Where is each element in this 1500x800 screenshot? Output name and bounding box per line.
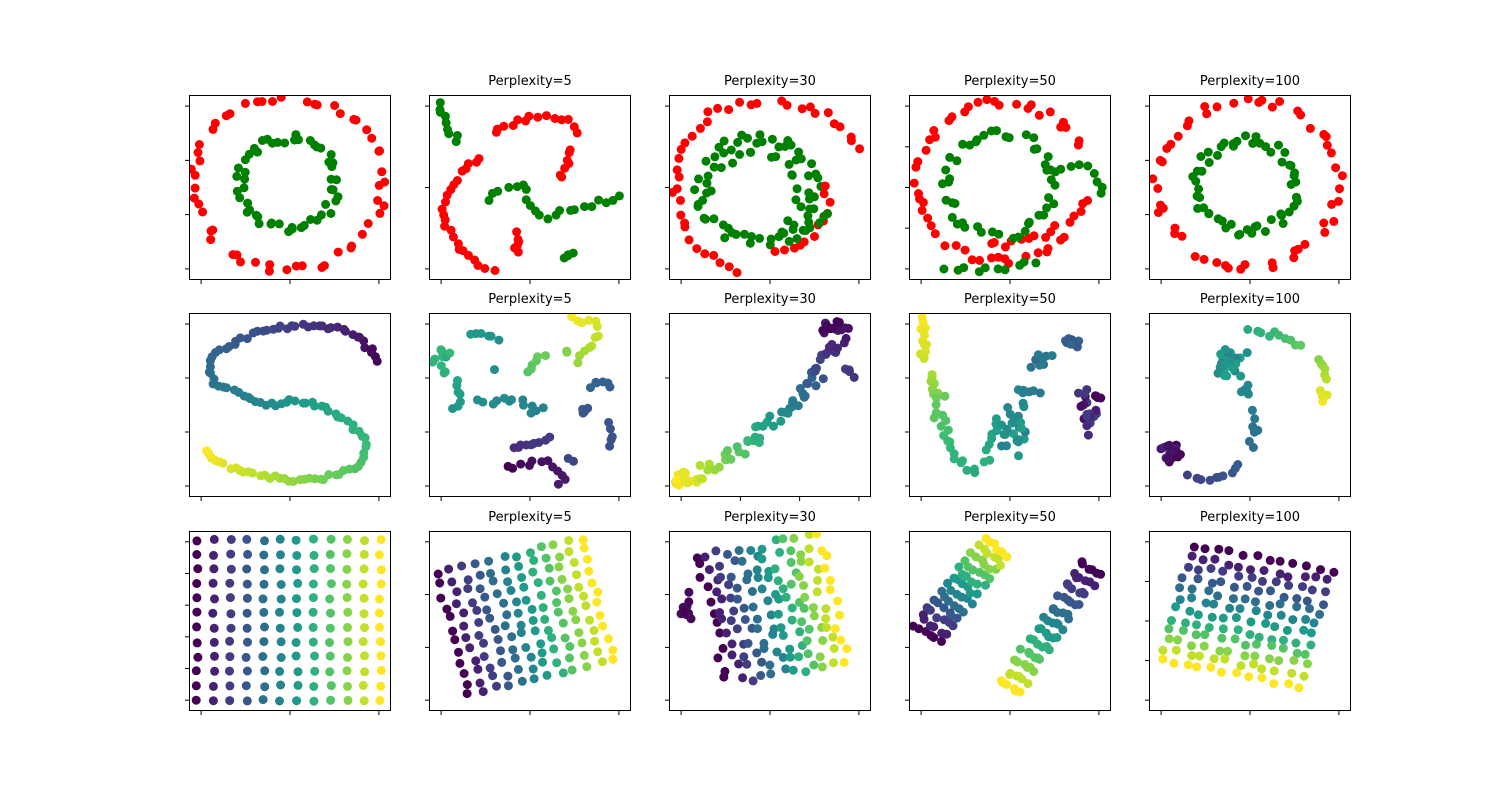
subplot-title: Perplexity=50 xyxy=(964,510,1056,525)
subplot-title: Perplexity=5 xyxy=(488,510,572,525)
subplot-r2c5: Perplexity=100 xyxy=(1143,289,1357,505)
subplot-r3c4: Perplexity=50 xyxy=(903,507,1117,719)
scatter-canvas xyxy=(905,313,1111,501)
subplot-r1c1 xyxy=(183,71,397,288)
subplot-title: Perplexity=30 xyxy=(724,74,816,89)
subplot-r1c2: Perplexity=5 xyxy=(423,71,637,288)
subplot-title xyxy=(189,507,391,531)
scatter-canvas xyxy=(185,531,391,715)
subplot-title: Perplexity=50 xyxy=(964,74,1056,89)
subplot-title: Perplexity=5 xyxy=(488,292,572,307)
subplot-r3c2: Perplexity=5 xyxy=(423,507,637,719)
subplot-r3c5: Perplexity=100 xyxy=(1143,507,1357,719)
subplot-r1c4: Perplexity=50 xyxy=(903,71,1117,288)
scatter-canvas xyxy=(665,313,871,501)
scatter-canvas xyxy=(425,313,631,501)
subplot-r1c5: Perplexity=100 xyxy=(1143,71,1357,288)
scatter-canvas xyxy=(185,313,391,501)
scatter-canvas xyxy=(1145,313,1351,501)
subplot-title: Perplexity=100 xyxy=(1199,510,1301,525)
subplot-r2c2: Perplexity=5 xyxy=(423,289,637,505)
scatter-canvas xyxy=(185,95,391,284)
scatter-canvas xyxy=(425,95,631,284)
subplot-title xyxy=(189,289,391,313)
scatter-canvas xyxy=(1145,95,1351,284)
subplot-title: Perplexity=100 xyxy=(1199,74,1301,89)
subplot-r2c4: Perplexity=50 xyxy=(903,289,1117,505)
scatter-canvas xyxy=(905,531,1111,715)
scatter-canvas xyxy=(1145,531,1351,715)
subplot-r2c1 xyxy=(183,289,397,505)
scatter-canvas xyxy=(665,95,871,284)
scatter-canvas xyxy=(425,531,631,715)
subplot-r1c3: Perplexity=30 xyxy=(663,71,877,288)
subplot-title: Perplexity=30 xyxy=(724,510,816,525)
subplot-r2c3: Perplexity=30 xyxy=(663,289,877,505)
subplot-title xyxy=(189,71,391,95)
subplot-title: Perplexity=30 xyxy=(724,292,816,307)
scatter-canvas xyxy=(665,531,871,715)
subplot-r3c1 xyxy=(183,507,397,719)
subplot-r3c3: Perplexity=30 xyxy=(663,507,877,719)
subplot-title: Perplexity=50 xyxy=(964,292,1056,307)
scatter-canvas xyxy=(905,95,1111,284)
subplot-title: Perplexity=100 xyxy=(1199,292,1301,307)
subplot-title: Perplexity=5 xyxy=(488,74,572,89)
